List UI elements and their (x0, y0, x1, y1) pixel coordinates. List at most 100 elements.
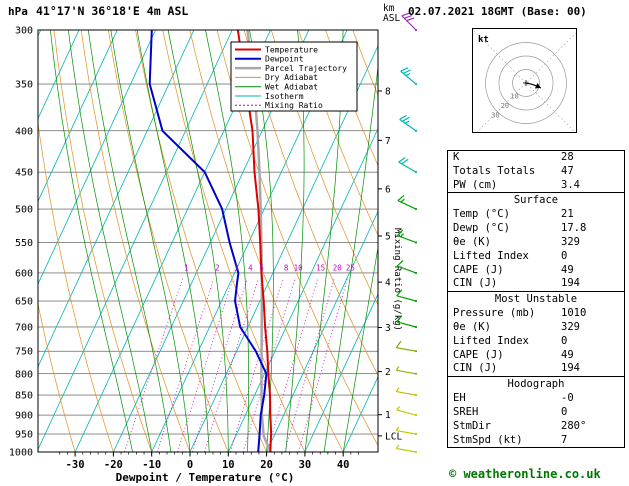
credit-watermark: © weatheronline.co.uk (449, 467, 601, 481)
table-row: Dewp (°C) 17.8 (448, 222, 624, 236)
table-row-value: 47 (561, 164, 574, 177)
lcl-label: LCL (385, 431, 402, 442)
table-row-label: Temp (°C) (453, 208, 510, 221)
table-row-value: 17.8 (561, 222, 587, 235)
svg-text:40: 40 (337, 459, 350, 471)
skewt-chart: 1 2 3 4 5 8 10 15 20 2530035040045050055060065070… (9, 3, 418, 484)
svg-text:3: 3 (385, 323, 391, 334)
svg-text:5: 5 (385, 232, 391, 243)
table-row: CIN (J) 194 (448, 277, 624, 291)
svg-text:1: 1 (184, 264, 189, 273)
table-row: CAPE (J) 49 (448, 264, 624, 278)
indices-table: K 28 Totals Totals 47 PW (cm) 3.4 Surface Temp … (447, 150, 625, 449)
svg-text:400: 400 (15, 126, 33, 137)
hodograph-arrow (534, 82, 541, 89)
table-row-value: 7 (561, 433, 568, 446)
legend-label: Temperature (265, 45, 318, 54)
table-row-value: 21 (561, 208, 574, 221)
wind-barb (396, 229, 418, 244)
svg-text:20: 20 (333, 264, 343, 273)
temperature-axis: -30 -20 -10 0 10 20 30 40 (59, 452, 359, 471)
svg-text:8: 8 (284, 264, 289, 273)
plot-border (37, 29, 379, 453)
svg-text:-30: -30 (66, 459, 85, 471)
svg-text:500: 500 (15, 205, 33, 216)
table-row-label: θe (K) (453, 235, 491, 248)
legend-label: Dewpoint (265, 55, 304, 64)
table-row: Totals Totals 47 (448, 165, 624, 179)
svg-text:850: 850 (15, 391, 33, 402)
table-row-label: EH (453, 392, 466, 405)
svg-text:10: 10 (222, 459, 235, 471)
table-row: CAPE (J) 49 (448, 349, 624, 363)
svg-text:-10: -10 (142, 459, 161, 471)
wind-barb (399, 114, 418, 132)
table-row: Pressure (mb) 1010 (448, 307, 624, 321)
svg-text:4: 4 (248, 264, 253, 273)
table-section: K 28 Totals Totals 47 PW (cm) 3.4 (448, 151, 624, 192)
legend-label: Isotherm (265, 92, 304, 101)
svg-text:700: 700 (15, 322, 33, 333)
svg-text:450: 450 (15, 168, 33, 179)
table-section-title: Surface (513, 194, 559, 207)
svg-text:ASL: ASL (383, 13, 400, 24)
wind-barb (396, 406, 418, 417)
table-row-value: -0 (561, 392, 574, 405)
table-row-label: θe (K) (453, 320, 491, 333)
table-row-value: 280° (561, 419, 587, 432)
table-row: PW (cm) 3.4 (448, 179, 624, 193)
pressure-tick-labels: 300 350 400 450 500 550 600 650 700 750 800 850 900 9… (9, 26, 33, 459)
table-row-value: 49 (561, 348, 574, 361)
table-row-label: Pressure (mb) (453, 307, 536, 320)
svg-text:3: 3 (234, 264, 239, 273)
mixing-ratio-axis-label: Mixing Ratio (g/kg) (392, 228, 402, 331)
svg-text:8: 8 (385, 86, 391, 97)
table-row: StmSpd (kt) 7 (448, 434, 624, 448)
table-row-value: 0 (561, 334, 568, 347)
temperature-curve (236, 30, 273, 452)
wind-barb (396, 260, 418, 275)
wind-barb (400, 67, 418, 86)
svg-text:1: 1 (385, 410, 391, 421)
table-row-label: StmDir (453, 419, 491, 432)
dewpoint-curve (148, 30, 268, 452)
wind-barb-column (395, 12, 418, 454)
table-row-value: 1010 (561, 307, 587, 320)
table-row-value: 0 (561, 405, 568, 418)
svg-text:-20: -20 (104, 459, 123, 471)
table-row-value: 49 (561, 263, 574, 276)
table-row-value: 194 (561, 362, 580, 375)
mixing-ratio-lines (124, 278, 348, 452)
pressure-unit-label: hPa (8, 5, 28, 18)
svg-text:20: 20 (260, 459, 273, 471)
svg-text:10: 10 (294, 264, 304, 273)
table-row-label: Lifted Index (453, 334, 529, 347)
svg-text:7: 7 (385, 136, 391, 147)
datetime-label: 02.07.2021 18GMT (Base: 00) (408, 5, 587, 18)
table-row-label: CAPE (J) (453, 263, 504, 276)
table-section: Most Unstable Pressure (mb) 1010 θe (K) 329 L… (448, 291, 624, 376)
svg-text:900: 900 (15, 411, 33, 422)
svg-text:650: 650 (15, 297, 33, 308)
svg-text:1000: 1000 (9, 448, 33, 459)
wind-barb (396, 289, 418, 303)
table-row-label: CIN (J) (453, 362, 498, 375)
table-row: SREH 0 (448, 406, 624, 420)
wind-barb (395, 366, 418, 375)
svg-text:800: 800 (15, 369, 33, 380)
table-row-label: Dewp (°C) (453, 222, 510, 235)
svg-text:950: 950 (15, 430, 33, 441)
hodograph-ring-label: 30 (491, 112, 499, 120)
table-row-label: CIN (J) (453, 277, 498, 290)
svg-text:750: 750 (15, 347, 33, 358)
svg-text:6: 6 (385, 184, 391, 195)
table-row-value: 28 (561, 151, 574, 163)
svg-text:550: 550 (15, 238, 33, 249)
table-row-label: Totals Totals (453, 164, 536, 177)
table-section: Hodograph EH -0 SREH 0 StmDir 280° StmSpd (kt) 7 (448, 376, 624, 447)
svg-text:600: 600 (15, 268, 33, 279)
table-section: Surface Temp (°C) 21 Dewp (°C) 17.8 θe (K) 329… (448, 192, 624, 291)
table-row: K 28 (448, 151, 624, 165)
